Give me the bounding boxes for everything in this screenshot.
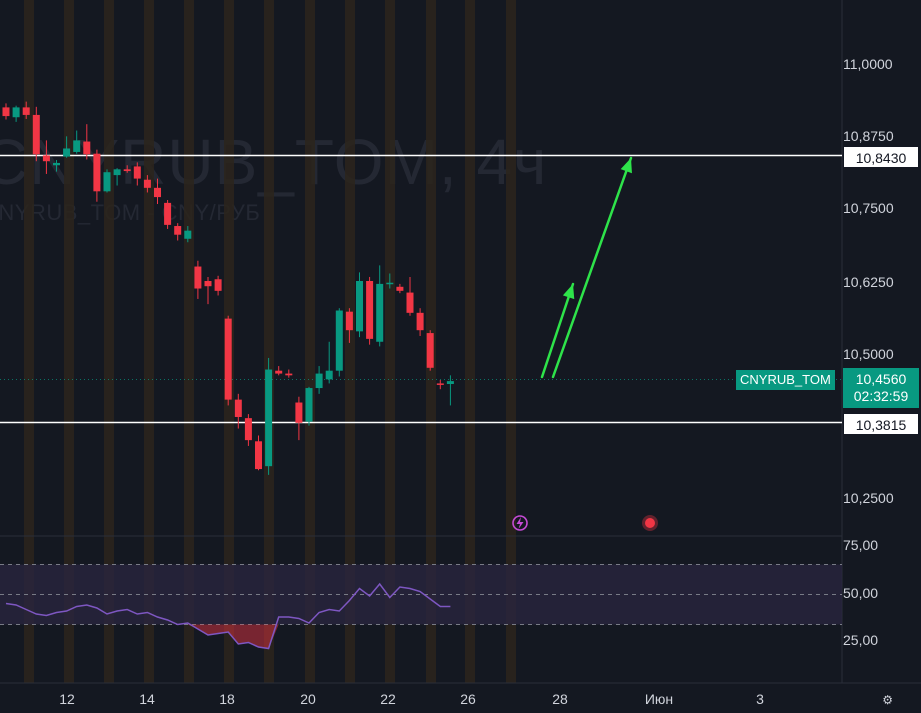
resistance-level-label[interactable]: 10,8430 <box>843 146 919 168</box>
session-stripe <box>465 0 475 683</box>
price-tick-label: 10,7500 <box>843 200 894 216</box>
rsi-line <box>5 582 451 650</box>
candle-body <box>295 402 303 423</box>
candle-body <box>335 310 343 371</box>
candle-body <box>22 107 30 115</box>
price-tick-label: 10,8750 <box>843 128 894 144</box>
forecast-arrow-long <box>551 156 633 379</box>
time-tick-label: 12 <box>59 691 75 707</box>
candle-body <box>265 369 273 467</box>
time-tick-label: 22 <box>380 691 396 707</box>
rsi-band <box>0 564 842 625</box>
candle-body <box>2 107 10 117</box>
price-tick-label: 10,2500 <box>843 490 894 506</box>
red-dot-core <box>645 518 655 528</box>
time-tick-label: 18 <box>219 691 235 707</box>
time-tick-label: Июн <box>644 691 674 707</box>
candle-body <box>12 107 20 118</box>
candle-body <box>204 281 212 287</box>
time-tick-label: 14 <box>139 691 155 707</box>
time-tick-label: 28 <box>552 691 568 707</box>
candle-body <box>275 370 283 374</box>
symbol-tag: CNYRUB_TOM <box>736 370 835 390</box>
candle-body <box>244 418 252 441</box>
rsi-oversold-fill <box>187 624 279 649</box>
forecast-arrow-short-head <box>562 284 575 300</box>
candle-body <box>234 399 242 417</box>
candle-body <box>426 333 434 368</box>
candle-body <box>325 370 333 380</box>
candle-body <box>396 286 404 291</box>
candle-body <box>446 381 454 385</box>
rsi-tick-label: 25,00 <box>843 632 879 648</box>
price-tick-label: 10,6250 <box>843 274 894 290</box>
time-tick-label: 20 <box>300 691 316 707</box>
forecast-arrow-long-head <box>620 158 632 174</box>
candle-body <box>366 281 374 339</box>
candle-body <box>63 148 71 157</box>
candle-body <box>32 114 40 155</box>
candle-body <box>73 140 81 152</box>
session-stripe <box>506 0 516 683</box>
settings-gear-icon[interactable]: ⚙ <box>882 693 893 707</box>
candle-body <box>315 373 323 389</box>
lightning-event-icon <box>512 515 528 531</box>
session-stripe <box>305 0 315 683</box>
red-dot-event-icon <box>642 515 658 531</box>
candle-body <box>53 162 60 166</box>
candle-body <box>214 279 222 291</box>
candle-body <box>164 202 172 225</box>
time-tick-label: 26 <box>460 691 476 707</box>
candle-body <box>356 281 363 332</box>
candle-body <box>103 172 111 192</box>
session-stripe <box>264 0 274 683</box>
lightning-event-ring <box>512 515 528 531</box>
session-stripe <box>104 0 114 683</box>
candle-body <box>255 441 262 470</box>
candle-body <box>154 187 161 198</box>
candle-body <box>174 226 182 235</box>
forecast-arrow-short <box>540 282 575 379</box>
candle-body <box>386 282 394 285</box>
candle-body <box>133 166 141 179</box>
candle-body <box>143 179 151 188</box>
candle-body <box>376 283 384 342</box>
candle-body <box>436 383 444 385</box>
current-price: 10,4560 <box>855 371 907 387</box>
session-stripe <box>24 0 34 683</box>
candle-body <box>184 230 192 239</box>
rsi-tick-label: 75,00 <box>843 537 879 553</box>
bar-countdown: 02:32:59 <box>853 388 909 404</box>
lightning-glyph <box>516 517 524 529</box>
current-price-tag: 10,4560 02:32:59 <box>843 368 919 408</box>
time-tick-label: 3 <box>756 691 764 707</box>
candle-body <box>416 312 424 331</box>
session-stripe <box>144 0 154 683</box>
candle-body <box>406 292 414 313</box>
candle-body <box>113 169 121 176</box>
candle-body <box>224 318 232 400</box>
rsi-tick-label: 50,00 <box>843 585 879 601</box>
candle-body <box>285 373 293 376</box>
candle-body <box>123 169 131 172</box>
candle-body <box>305 388 313 422</box>
candle-body <box>42 155 50 162</box>
candle-body <box>345 311 353 331</box>
support-level-label[interactable]: 10,3815 <box>843 413 919 435</box>
session-stripe <box>345 0 355 683</box>
price-tick-label: 10,5000 <box>843 346 894 362</box>
session-stripe <box>64 0 74 683</box>
candle-body <box>93 153 101 192</box>
session-stripe <box>385 0 395 683</box>
session-stripe <box>184 0 194 683</box>
price-tick-label: 11,0000 <box>843 56 893 72</box>
candle-body <box>83 141 91 155</box>
candle-body <box>194 266 202 289</box>
